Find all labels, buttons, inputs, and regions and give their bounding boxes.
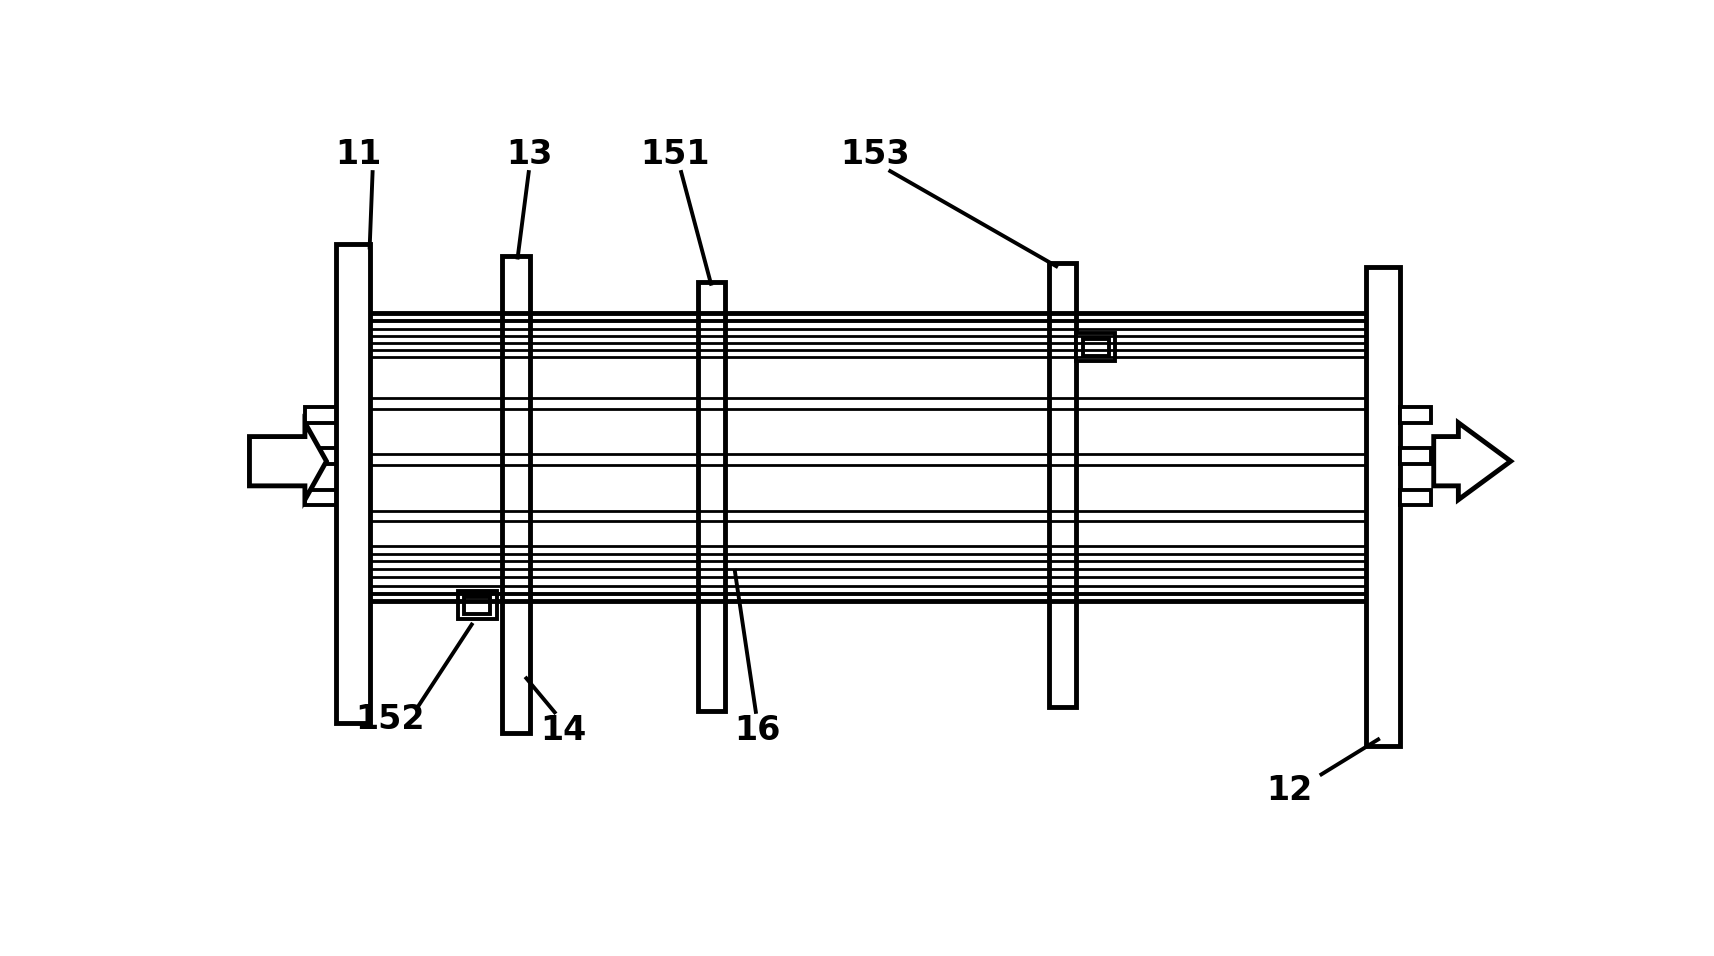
Text: 152: 152 [355, 703, 423, 736]
Text: 14: 14 [540, 714, 586, 748]
Bar [458, 592, 497, 619]
Bar [464, 597, 490, 614]
Bar [1082, 338, 1109, 356]
Text: 153: 153 [840, 139, 908, 171]
Bar [698, 282, 725, 711]
Bar [305, 489, 336, 505]
Bar [1399, 489, 1429, 505]
Bar [1364, 267, 1399, 746]
Bar [336, 244, 369, 723]
Bar [1076, 334, 1114, 361]
Bar [305, 407, 336, 423]
Polygon shape [249, 423, 326, 500]
Bar [305, 448, 336, 464]
Text: 13: 13 [506, 139, 552, 171]
Text: 16: 16 [734, 714, 780, 748]
Text: 11: 11 [336, 139, 382, 171]
Bar [1399, 407, 1429, 423]
Polygon shape [1433, 423, 1510, 500]
Text: 12: 12 [1265, 774, 1311, 807]
Bar [1049, 263, 1076, 706]
Text: 151: 151 [639, 139, 710, 171]
Bar [1399, 448, 1429, 464]
Bar [502, 255, 530, 733]
